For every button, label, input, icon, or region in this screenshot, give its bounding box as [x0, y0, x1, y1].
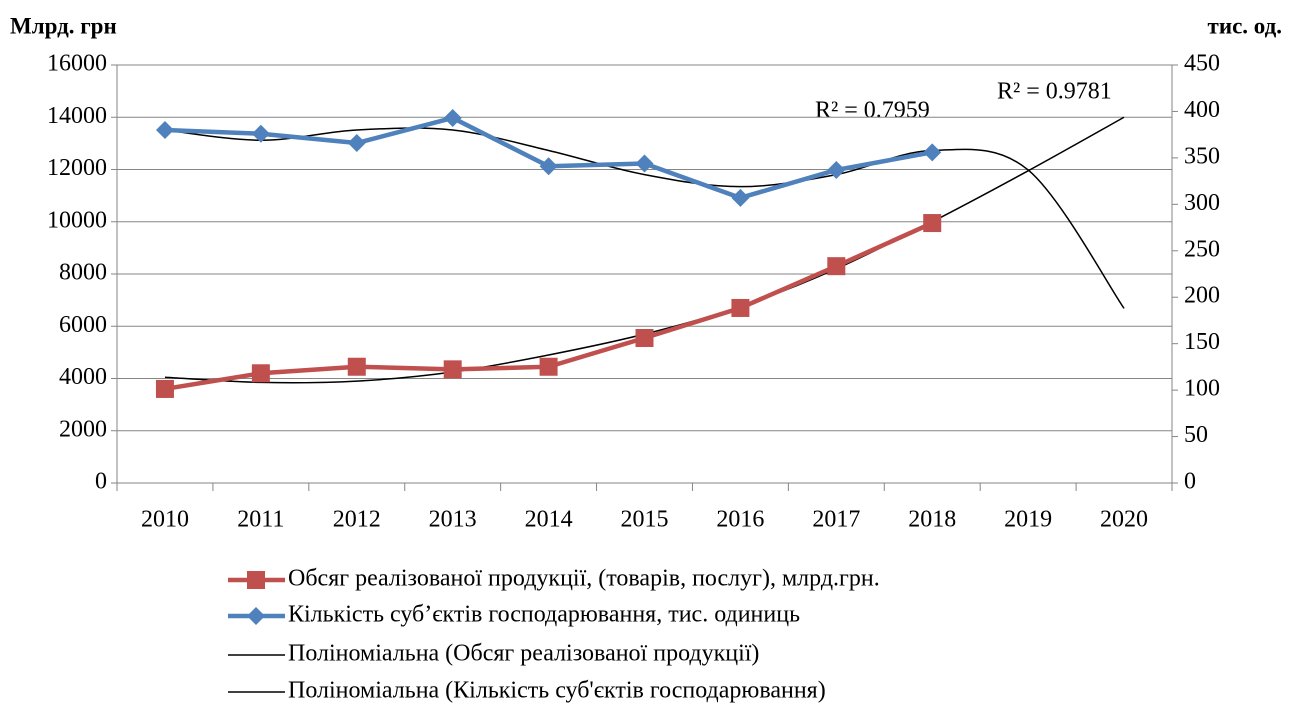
y-tick-label: 4000	[59, 364, 107, 390]
y2-tick-label: 450	[1184, 51, 1220, 77]
x-tick-label: 2017	[812, 507, 860, 533]
y2-tick-label: 50	[1184, 422, 1208, 448]
marker	[827, 257, 846, 276]
marker	[347, 134, 366, 153]
y2-tick-label: 200	[1184, 283, 1220, 309]
marker	[731, 298, 750, 317]
legend-marker	[247, 607, 265, 625]
marker	[539, 357, 558, 376]
y2-tick-label: 150	[1184, 329, 1220, 355]
legend-label: Обсяг реалізованої продукції, (товарів, …	[288, 566, 880, 592]
y-tick-label: 6000	[59, 312, 107, 338]
y2-tick-label: 0	[1184, 469, 1196, 495]
legend-label: Поліноміальна (Кількість суб'єктів госпо…	[288, 678, 826, 704]
y2-axis-title: тис. од.	[1208, 13, 1282, 38]
y-tick-label: 12000	[47, 155, 107, 181]
x-tick-label: 2011	[237, 507, 284, 533]
y-tick-label: 14000	[47, 103, 107, 129]
marker	[923, 214, 942, 233]
x-tick-label: 2012	[333, 507, 381, 533]
y-tick-label: 16000	[47, 51, 107, 77]
marker	[347, 357, 366, 376]
marker	[635, 329, 654, 348]
y2-tick-label: 250	[1184, 236, 1220, 262]
y-tick-label: 0	[95, 469, 107, 495]
annotation: R² = 0.9781	[997, 79, 1112, 105]
x-tick-label: 2010	[141, 507, 189, 533]
marker	[635, 154, 654, 173]
marker	[827, 160, 846, 179]
marker	[539, 157, 558, 176]
trend-line	[164, 127, 1125, 309]
marker	[251, 124, 270, 143]
y-tick-label: 10000	[47, 207, 107, 233]
y-tick-label: 8000	[59, 260, 107, 286]
y2-tick-label: 400	[1184, 97, 1220, 123]
marker	[155, 379, 174, 398]
x-tick-label: 2018	[908, 507, 956, 533]
y-tick-label: 2000	[59, 416, 107, 442]
annotation: R² = 0.7959	[815, 98, 930, 124]
marker	[251, 364, 270, 383]
legend-label: Кількість суб’єктів господарювання, тис.…	[288, 602, 800, 628]
y-axis-title: Млрд. грн	[10, 13, 117, 38]
legend-label: Поліноміальна (Обсяг реалізованої продук…	[288, 641, 759, 667]
marker	[155, 121, 174, 140]
marker	[443, 360, 462, 379]
x-tick-label: 2019	[1004, 507, 1052, 533]
y2-tick-label: 350	[1184, 143, 1220, 169]
x-tick-label: 2015	[621, 507, 669, 533]
y2-tick-label: 100	[1184, 376, 1220, 402]
trend-line	[164, 116, 1125, 384]
y2-tick-label: 300	[1184, 190, 1220, 216]
x-tick-label: 2013	[429, 507, 477, 533]
x-tick-label: 2020	[1100, 507, 1148, 533]
marker	[731, 188, 750, 207]
marker	[923, 143, 942, 162]
marker	[443, 108, 462, 127]
legend-marker	[247, 571, 265, 589]
x-tick-label: 2016	[716, 507, 764, 533]
x-tick-label: 2014	[525, 507, 573, 533]
